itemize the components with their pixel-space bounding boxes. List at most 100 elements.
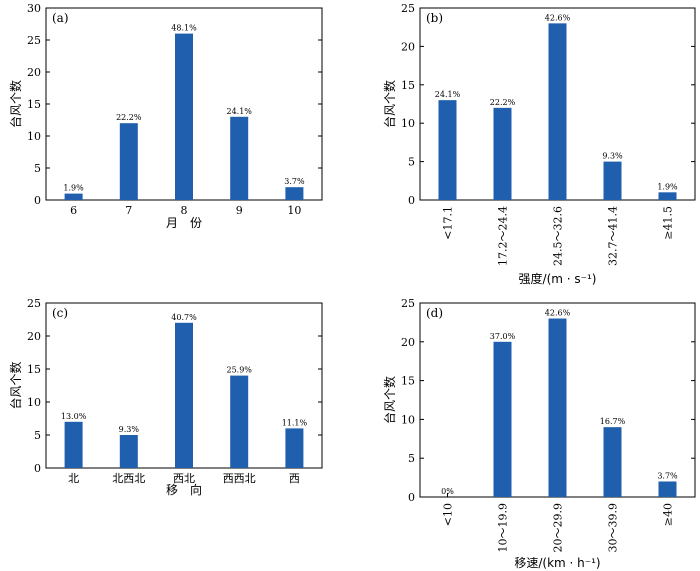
- x-tick-label: 30～39.9: [607, 503, 620, 553]
- data-label: 48.1%: [171, 24, 197, 33]
- x-tick-label: 10～19.9: [497, 503, 510, 553]
- bar: [64, 193, 83, 200]
- x-tick-label: 北: [68, 472, 79, 485]
- bar: [175, 33, 193, 200]
- x-tick-label: 9: [236, 204, 243, 217]
- data-label: 3.7%: [657, 471, 678, 480]
- y-tick-label: 20: [27, 66, 41, 79]
- y-tick-label: 25: [27, 34, 41, 47]
- panel-label: (d): [426, 306, 443, 320]
- bar: [603, 161, 622, 200]
- bar: [493, 341, 512, 497]
- data-label: 40.7%: [171, 313, 197, 322]
- x-tick-label: ≥41.5: [662, 206, 675, 240]
- panel-label: (b): [426, 11, 443, 25]
- chart-panel-1: 0 5 10 15 20 25 30 1.9% 6 22.2% 7 48.1% 8 24.1% 9 3.7% 1…: [8, 2, 323, 230]
- data-label: 13.0%: [61, 412, 87, 421]
- bar: [119, 435, 138, 468]
- bar: [658, 481, 677, 497]
- x-axis-title: 移速/(km · h⁻¹): [514, 556, 600, 570]
- y-tick-label: 25: [27, 297, 41, 310]
- x-tick-label: 西: [289, 472, 300, 485]
- chart-panel-3: 0 5 10 15 20 25 13.0% 北 9.3% 北西北 40.7% 西北 25.9% 西西北 11…: [8, 297, 323, 497]
- data-label: 42.6%: [545, 309, 571, 318]
- y-tick-label: 0: [34, 194, 41, 207]
- y-tick-label: 15: [27, 98, 41, 111]
- y-tick-label: 0: [408, 194, 415, 207]
- bar: [438, 100, 457, 200]
- chart-panel-4: 0 5 10 15 20 25 0% <10 37.0% 10～19.9 42.6% 20～29.9 1…: [382, 297, 696, 570]
- x-tick-label: 8: [181, 204, 188, 217]
- bar: [548, 23, 567, 200]
- y-tick-label: 30: [27, 2, 41, 15]
- x-tick-label: 西西北: [223, 472, 256, 485]
- y-tick-label: 15: [401, 79, 415, 92]
- bar: [658, 192, 677, 200]
- y-axis-title: 台风个数: [382, 376, 397, 424]
- y-tick-label: 10: [27, 130, 41, 143]
- y-tick-label: 0: [34, 462, 41, 475]
- data-label: 42.6%: [545, 13, 571, 22]
- bar: [548, 318, 567, 497]
- bar: [230, 375, 249, 468]
- y-tick-label: 5: [408, 156, 415, 169]
- x-tick-label: 北西北: [112, 472, 145, 485]
- data-label: 24.1%: [435, 90, 461, 99]
- y-tick-label: 25: [401, 2, 415, 15]
- bar: [285, 187, 304, 200]
- data-label: 9.3%: [119, 425, 140, 434]
- data-label: 1.9%: [63, 184, 84, 193]
- y-tick-label: 10: [401, 413, 415, 426]
- y-tick-label: 5: [408, 452, 415, 465]
- bar: [175, 322, 193, 468]
- bar: [230, 116, 249, 200]
- x-axis-title: 强度/(m · s⁻¹): [519, 271, 597, 286]
- x-tick-label: 10: [287, 204, 301, 217]
- y-axis-title: 台风个数: [8, 361, 23, 409]
- data-label: 16.7%: [600, 417, 626, 426]
- y-tick-label: 0: [408, 491, 415, 504]
- y-tick-label: 5: [34, 162, 41, 175]
- data-label: 24.1%: [226, 107, 252, 116]
- data-label: 11.1%: [282, 418, 308, 427]
- bar: [64, 421, 83, 468]
- y-axis-title: 台风个数: [8, 80, 23, 128]
- x-tick-label: 20～29.9: [552, 503, 565, 553]
- y-tick-label: 25: [401, 297, 415, 310]
- y-tick-label: 15: [401, 375, 415, 388]
- y-tick-label: 15: [27, 363, 41, 376]
- bar: [493, 107, 512, 200]
- x-tick-label: 7: [125, 204, 132, 217]
- x-axis-title: 移 向: [166, 482, 202, 497]
- panel-label: (c): [52, 306, 68, 320]
- data-label: 22.2%: [116, 113, 142, 122]
- panel-label: (a): [52, 11, 69, 25]
- data-label: 25.9%: [226, 366, 252, 375]
- y-tick-label: 20: [401, 336, 415, 349]
- bar: [119, 123, 138, 200]
- x-tick-label: 24.5～32.6: [552, 206, 565, 266]
- y-tick-label: 20: [27, 330, 41, 343]
- y-tick-label: 20: [401, 40, 415, 53]
- y-axis-title: 台风个数: [382, 80, 397, 128]
- data-label: 9.3%: [602, 152, 623, 161]
- chart-panel-2: 0 5 10 15 20 25 24.1% <17.1 22.2% 17.2～24.4 42.6% 2…: [382, 2, 696, 286]
- data-label: 3.7%: [284, 177, 305, 186]
- y-tick-label: 10: [401, 117, 415, 130]
- x-tick-label: 17.2～24.4: [497, 206, 510, 266]
- x-tick-label: ≥40: [662, 503, 675, 526]
- data-label: 1.9%: [657, 182, 678, 191]
- data-label: 0%: [441, 487, 454, 496]
- x-tick-label: 6: [70, 204, 77, 217]
- x-tick-label: 32.7～41.4: [607, 206, 620, 266]
- x-tick-label: <10: [442, 503, 455, 526]
- y-tick-label: 5: [34, 429, 41, 442]
- data-label: 37.0%: [490, 332, 516, 341]
- x-tick-label: 西北: [173, 472, 195, 485]
- x-axis-title: 月 份: [166, 216, 202, 230]
- bar: [603, 427, 622, 497]
- y-tick-label: 10: [27, 396, 41, 409]
- data-label: 22.2%: [490, 98, 516, 107]
- x-tick-label: <17.1: [442, 206, 455, 240]
